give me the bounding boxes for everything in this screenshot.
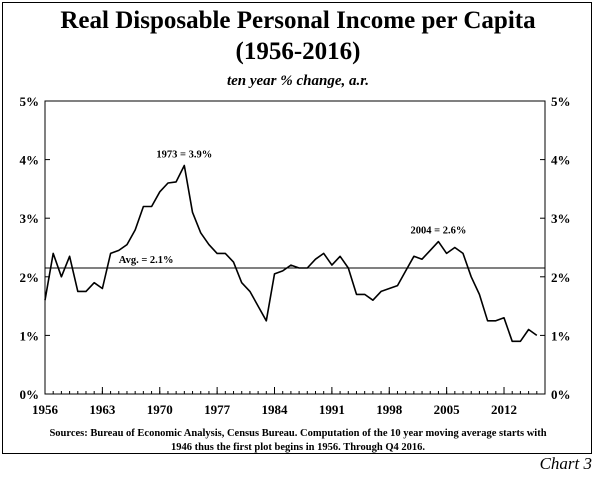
x-tick-label: 1963 xyxy=(89,402,116,417)
y-tick-label-right: 5% xyxy=(551,94,571,109)
x-tick-label: 1977 xyxy=(204,402,231,417)
x-tick-label: 1970 xyxy=(147,402,173,417)
y-tick-label-left: 1% xyxy=(20,328,40,343)
chart-number-label: Chart 3 xyxy=(539,454,592,473)
y-tick-label-right: 1% xyxy=(551,328,571,343)
source-line-1: Sources: Bureau of Economic Analysis, Ce… xyxy=(49,428,547,439)
x-tick-label: 1998 xyxy=(376,402,403,417)
y-tick-label-left: 4% xyxy=(20,153,40,168)
series-line xyxy=(44,164,538,343)
x-tick-label: 2005 xyxy=(434,402,461,417)
source-note: Sources: Bureau of Economic Analysis, Ce… xyxy=(30,427,566,455)
x-tick-label: 1991 xyxy=(319,402,345,417)
x-tick-label: 2012 xyxy=(491,402,517,417)
y-tick-label-right: 4% xyxy=(551,153,571,168)
y-tick-label-right: 0% xyxy=(551,387,571,402)
y-tick-label-right: 2% xyxy=(551,270,571,285)
chart-title: Real Disposable Personal Income per Capi… xyxy=(60,7,536,34)
average-line-label: Avg. = 2.1% xyxy=(119,255,174,266)
chart-subtitle: ten year % change, a.r. xyxy=(226,73,370,89)
source-line-2: 1946 thus the first plot begins in 1956.… xyxy=(171,442,425,453)
chart-frame xyxy=(2,2,592,454)
y-tick-label-left: 2% xyxy=(20,270,40,285)
peak-annotation: 1973 = 3.9% xyxy=(156,149,212,160)
x-tick-label: 1956 xyxy=(32,402,59,417)
plot-area xyxy=(44,100,546,395)
x-tick-label: 1984 xyxy=(262,402,289,417)
y-tick-label-left: 5% xyxy=(20,94,40,109)
chart-title-years: (1956-2016) xyxy=(235,38,361,65)
peak-annotation: 2004 = 2.6% xyxy=(411,226,467,237)
y-tick-label-left: 3% xyxy=(20,211,40,226)
y-tick-label-left: 0% xyxy=(20,387,40,402)
y-tick-label-right: 3% xyxy=(551,211,571,226)
